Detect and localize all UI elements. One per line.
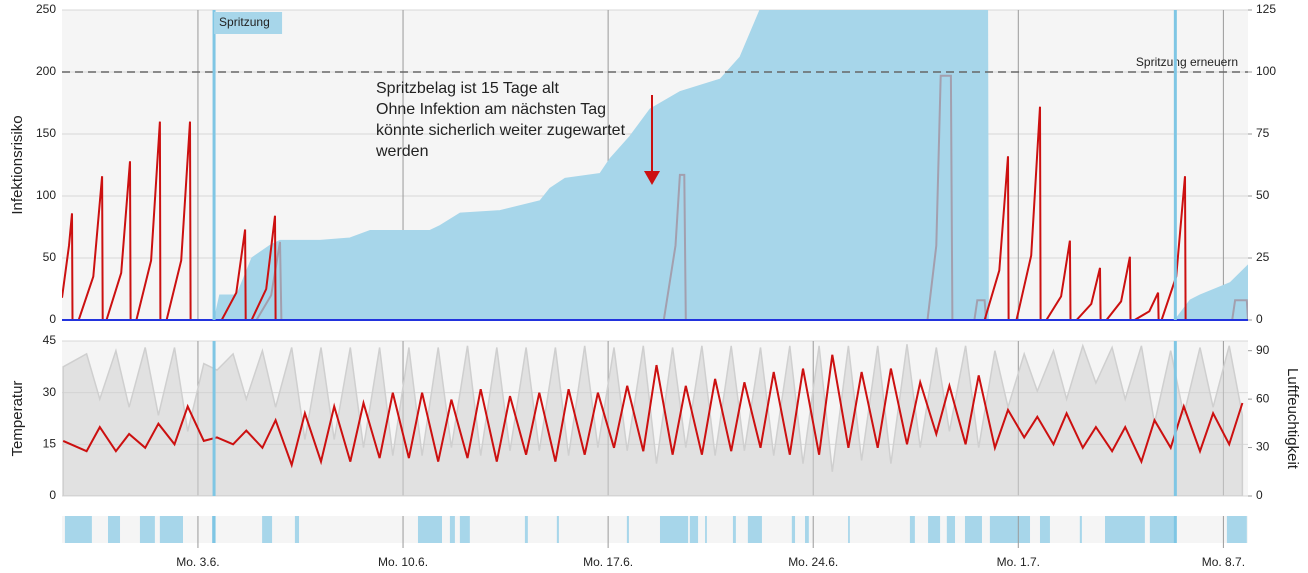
wet-period	[1226, 516, 1247, 543]
wet-period	[64, 516, 92, 543]
y2-tick-label: 125	[1256, 2, 1276, 16]
y2-tick-label: 100	[1256, 64, 1276, 78]
y-tick-label: 0	[49, 312, 56, 326]
wet-period	[909, 516, 915, 543]
wet-period	[705, 516, 707, 543]
wet-period	[107, 516, 121, 543]
y2-tick-label: 50	[1256, 188, 1270, 202]
series-group	[62, 343, 1244, 496]
y-tick-label: 15	[43, 437, 57, 451]
annotation-text: könnte sicherlich weiter zugewartet	[376, 122, 626, 139]
y-tick-label: 100	[36, 188, 56, 202]
x-tick-label: Mo. 17.6.	[583, 555, 633, 569]
annotation-text: Spritzbelag ist 15 Tage alt	[376, 80, 559, 97]
strip-background	[62, 516, 1248, 543]
area	[62, 343, 1244, 496]
x-tick-label: Mo. 3.6.	[176, 555, 219, 569]
spray-label-box	[214, 12, 283, 34]
wet-period	[524, 516, 528, 543]
wet-period	[262, 516, 273, 543]
wet-period	[928, 516, 941, 543]
y2-tick-label: 30	[1256, 440, 1270, 454]
y-axis-title: Temperatur	[9, 381, 26, 457]
wet-period	[1079, 516, 1082, 543]
wet-period	[659, 516, 689, 543]
y-tick-label: 50	[43, 250, 57, 264]
y2-tick-label: 90	[1256, 343, 1270, 357]
wet-period	[294, 516, 300, 543]
y2-tick-label: 75	[1256, 126, 1270, 140]
y-tick-label: 0	[49, 488, 56, 502]
wet-period	[449, 516, 455, 543]
annotation-text: Ohne Infektion am nächsten Tag	[376, 101, 606, 118]
wet-period	[1039, 516, 1050, 543]
threshold-label: Spritzung erneuern	[1136, 55, 1238, 69]
wet-period	[1149, 516, 1176, 543]
wet-period	[848, 516, 850, 543]
spray-label: Spritzung	[219, 15, 270, 29]
wet-period	[989, 516, 1031, 543]
x-tick-label: Mo. 8.7.	[1202, 555, 1245, 569]
y2-tick-label: 25	[1256, 250, 1270, 264]
annotation-arrowhead	[644, 171, 660, 185]
y2-axis-title: Luftfeuchtigkeit	[1284, 368, 1301, 470]
y-tick-label: 200	[36, 64, 56, 78]
wet-period	[626, 516, 629, 543]
x-tick-label: Mo. 10.6.	[378, 555, 428, 569]
wet-period	[689, 516, 699, 543]
wet-period	[732, 516, 736, 543]
y2-tick-label: 0	[1256, 312, 1263, 326]
wet-period	[747, 516, 762, 543]
y-tick-label: 30	[43, 385, 57, 399]
y-axis-title: Infektionsrisiko	[9, 115, 26, 214]
x-tick-label: Mo. 1.7.	[997, 555, 1040, 569]
wet-period	[159, 516, 184, 543]
line	[62, 74, 1248, 320]
x-tick-label: Mo. 24.6.	[788, 555, 838, 569]
wet-period	[964, 516, 982, 543]
wet-period	[946, 516, 956, 543]
y2-tick-label: 0	[1256, 488, 1263, 502]
y-tick-label: 250	[36, 2, 56, 16]
series-group	[62, 10, 1248, 320]
wet-period	[139, 516, 155, 543]
wet-period	[417, 516, 443, 543]
y2-tick-label: 60	[1256, 391, 1270, 405]
annotation-text: werden	[375, 143, 428, 160]
wet-period	[805, 516, 809, 543]
wet-period	[459, 516, 470, 543]
wet-period	[1105, 516, 1145, 543]
y-tick-label: 150	[36, 126, 56, 140]
line	[62, 354, 1244, 469]
wet-period	[556, 516, 559, 543]
line	[62, 106, 1248, 320]
y-tick-label: 45	[43, 333, 57, 347]
wet-period	[791, 516, 796, 543]
